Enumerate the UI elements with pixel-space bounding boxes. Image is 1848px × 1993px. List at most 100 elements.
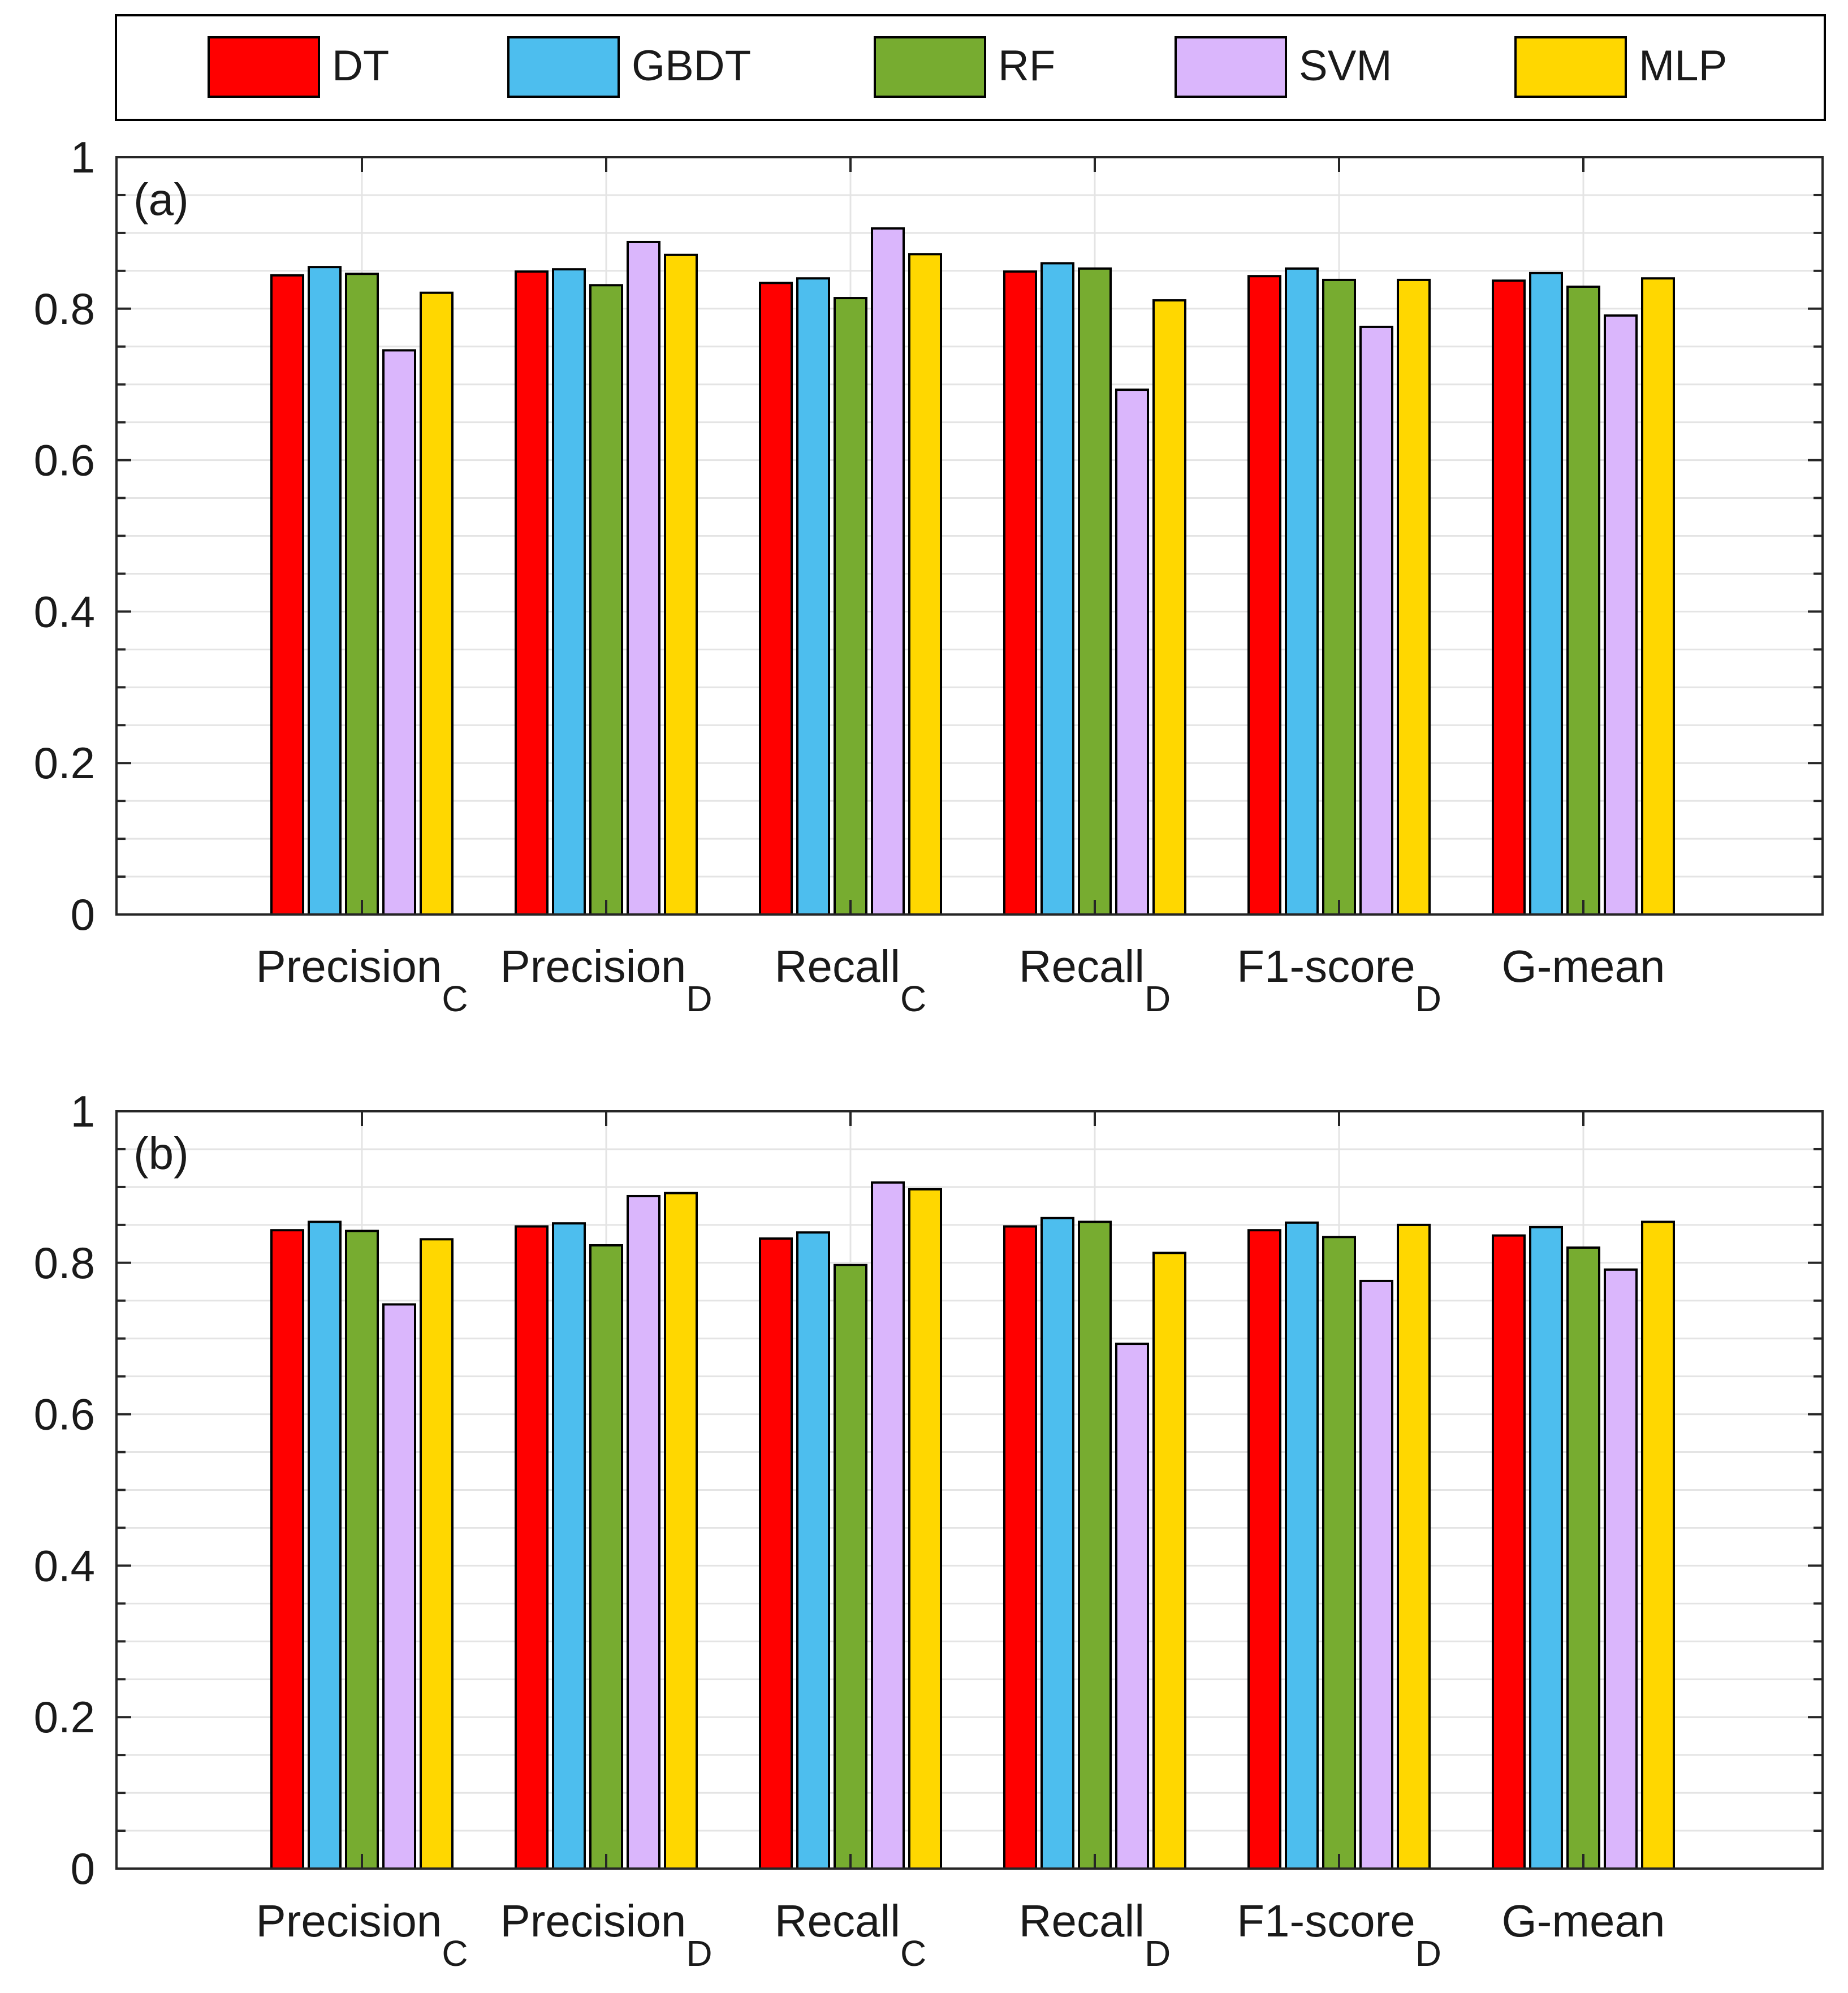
- bar-rf-g-mean: [1566, 1246, 1600, 1870]
- x-tick-label-recall-d: RecallD: [1019, 1896, 1171, 1974]
- bar-svm-g-mean: [1604, 1268, 1638, 1870]
- x-tick-label-base: Precision: [256, 1896, 442, 1946]
- bar-gbdt-recall-d: [1040, 262, 1074, 916]
- axes-frame: [115, 156, 1824, 916]
- bar-svm-precision-c: [382, 349, 416, 916]
- x-tick-label-subscript: D: [686, 978, 712, 1019]
- y-tick-label: 0.6: [34, 435, 95, 485]
- x-tick-label-base: Recall: [775, 1896, 900, 1946]
- x-tick-label-subscript: C: [442, 1933, 468, 1974]
- legend-swatch-rf: [874, 36, 986, 98]
- bar-mlp-precision-c: [420, 1238, 454, 1870]
- x-tick-label-g-mean: G-mean: [1502, 1896, 1665, 1946]
- bar-gbdt-precision-d: [552, 1222, 586, 1870]
- bar-dt-precision-c: [270, 274, 304, 916]
- bar-dt-f1-score-d: [1247, 275, 1281, 916]
- legend-item-mlp: MLP: [1514, 36, 1727, 98]
- bar-dt-g-mean: [1492, 1234, 1526, 1870]
- bar-svm-g-mean: [1604, 314, 1638, 916]
- x-tick-label-base: G-mean: [1502, 1896, 1665, 1946]
- y-tick-label: 0.4: [34, 586, 95, 636]
- legend-item-dt: DT: [208, 36, 389, 98]
- x-tick-label-g-mean: G-mean: [1502, 941, 1665, 991]
- bar-rf-g-mean: [1566, 285, 1600, 916]
- x-tick-label-base: Recall: [775, 941, 900, 991]
- x-tick-label-f1-score-d: F1-scoreD: [1237, 941, 1441, 1019]
- bar-gbdt-precision-c: [308, 266, 342, 916]
- bar-mlp-recall-c: [908, 253, 942, 916]
- panel-a: 00.20.40.60.81PrecisionCPrecisionDRecall…: [34, 132, 1824, 1019]
- bar-gbdt-f1-score-d: [1285, 1221, 1319, 1870]
- y-tick-label: 0: [71, 1844, 95, 1893]
- legend-item-rf: RF: [874, 36, 1055, 98]
- x-tick-label-subscript: D: [1145, 978, 1171, 1019]
- y-tick-label: 0.8: [34, 1238, 95, 1288]
- legend-swatch-mlp: [1514, 36, 1627, 98]
- x-tick-label-subscript: D: [686, 1933, 712, 1974]
- bar-rf-precision-d: [589, 284, 623, 916]
- bar-dt-precision-d: [515, 270, 549, 916]
- legend-swatch-svm: [1175, 36, 1287, 98]
- x-tick-label-recall-d: RecallD: [1019, 941, 1171, 1019]
- y-tick-label: 1: [71, 1086, 95, 1136]
- x-tick-label-precision-c: PrecisionC: [256, 941, 468, 1019]
- y-tick-label: 0.2: [34, 738, 95, 788]
- x-tick-label-precision-c: PrecisionC: [256, 1896, 468, 1974]
- legend: DT GBDT RF SVM MLP: [115, 14, 1826, 121]
- bar-svm-recall-d: [1115, 389, 1149, 916]
- legend-label-dt: DT: [332, 42, 389, 90]
- bar-dt-recall-d: [1003, 270, 1037, 916]
- bar-svm-recall-d: [1115, 1343, 1149, 1870]
- y-tick-label: 0.8: [34, 284, 95, 334]
- bar-gbdt-recall-d: [1040, 1216, 1074, 1870]
- x-tick-label-base: G-mean: [1502, 941, 1665, 991]
- panel-label: (b): [133, 1128, 189, 1179]
- bar-dt-g-mean: [1492, 279, 1526, 916]
- bar-dt-precision-c: [270, 1229, 304, 1870]
- bar-mlp-precision-d: [664, 1192, 698, 1870]
- bar-gbdt-recall-c: [796, 277, 830, 916]
- bar-mlp-recall-d: [1152, 1252, 1186, 1870]
- x-tick-label-precision-d: PrecisionD: [500, 1896, 712, 1974]
- x-tick-label-recall-c: RecallC: [775, 1896, 927, 1974]
- bar-dt-recall-c: [759, 1237, 793, 1870]
- bar-mlp-precision-d: [664, 253, 698, 916]
- bar-gbdt-f1-score-d: [1285, 267, 1319, 916]
- bar-mlp-recall-c: [908, 1188, 942, 1870]
- bar-gbdt-recall-c: [796, 1231, 830, 1870]
- x-tick-label-base: Precision: [500, 941, 686, 991]
- bar-dt-recall-c: [759, 282, 793, 916]
- bar-rf-recall-d: [1078, 1220, 1112, 1870]
- x-tick-label-base: Precision: [500, 1896, 686, 1946]
- x-tick-label-base: F1-score: [1237, 941, 1415, 991]
- y-tick-label: 0.2: [34, 1692, 95, 1742]
- legend-label-svm: SVM: [1299, 42, 1392, 90]
- panel-label: (a): [133, 174, 189, 225]
- x-tick-label-subscript: C: [900, 1933, 926, 1974]
- bar-dt-recall-d: [1003, 1225, 1037, 1870]
- bar-rf-f1-score-d: [1322, 1236, 1356, 1870]
- x-tick-label-base: F1-score: [1237, 1896, 1415, 1946]
- axes-frame: [115, 1110, 1824, 1870]
- legend-label-gbdt: GBDT: [632, 42, 751, 90]
- bar-mlp-f1-score-d: [1397, 1223, 1431, 1870]
- bar-gbdt-g-mean: [1529, 1226, 1563, 1870]
- bar-svm-precision-d: [627, 240, 660, 916]
- bar-svm-precision-c: [382, 1303, 416, 1870]
- bar-rf-f1-score-d: [1322, 278, 1356, 916]
- x-tick-label-base: Precision: [256, 941, 442, 991]
- bar-svm-recall-c: [871, 1181, 905, 1870]
- bar-svm-f1-score-d: [1359, 325, 1393, 916]
- x-tick-label-subscript: C: [442, 978, 468, 1019]
- bar-mlp-g-mean: [1641, 1220, 1675, 1870]
- bar-mlp-g-mean: [1641, 277, 1675, 916]
- bar-gbdt-precision-c: [308, 1220, 342, 1870]
- bar-rf-recall-d: [1078, 267, 1112, 916]
- legend-swatch-gbdt: [507, 36, 620, 98]
- legend-item-svm: SVM: [1175, 36, 1392, 98]
- x-tick-label-base: Recall: [1019, 1896, 1145, 1946]
- bar-rf-recall-c: [834, 297, 867, 916]
- bar-rf-precision-c: [345, 1230, 379, 1870]
- x-tick-label-subscript: D: [1415, 1933, 1441, 1974]
